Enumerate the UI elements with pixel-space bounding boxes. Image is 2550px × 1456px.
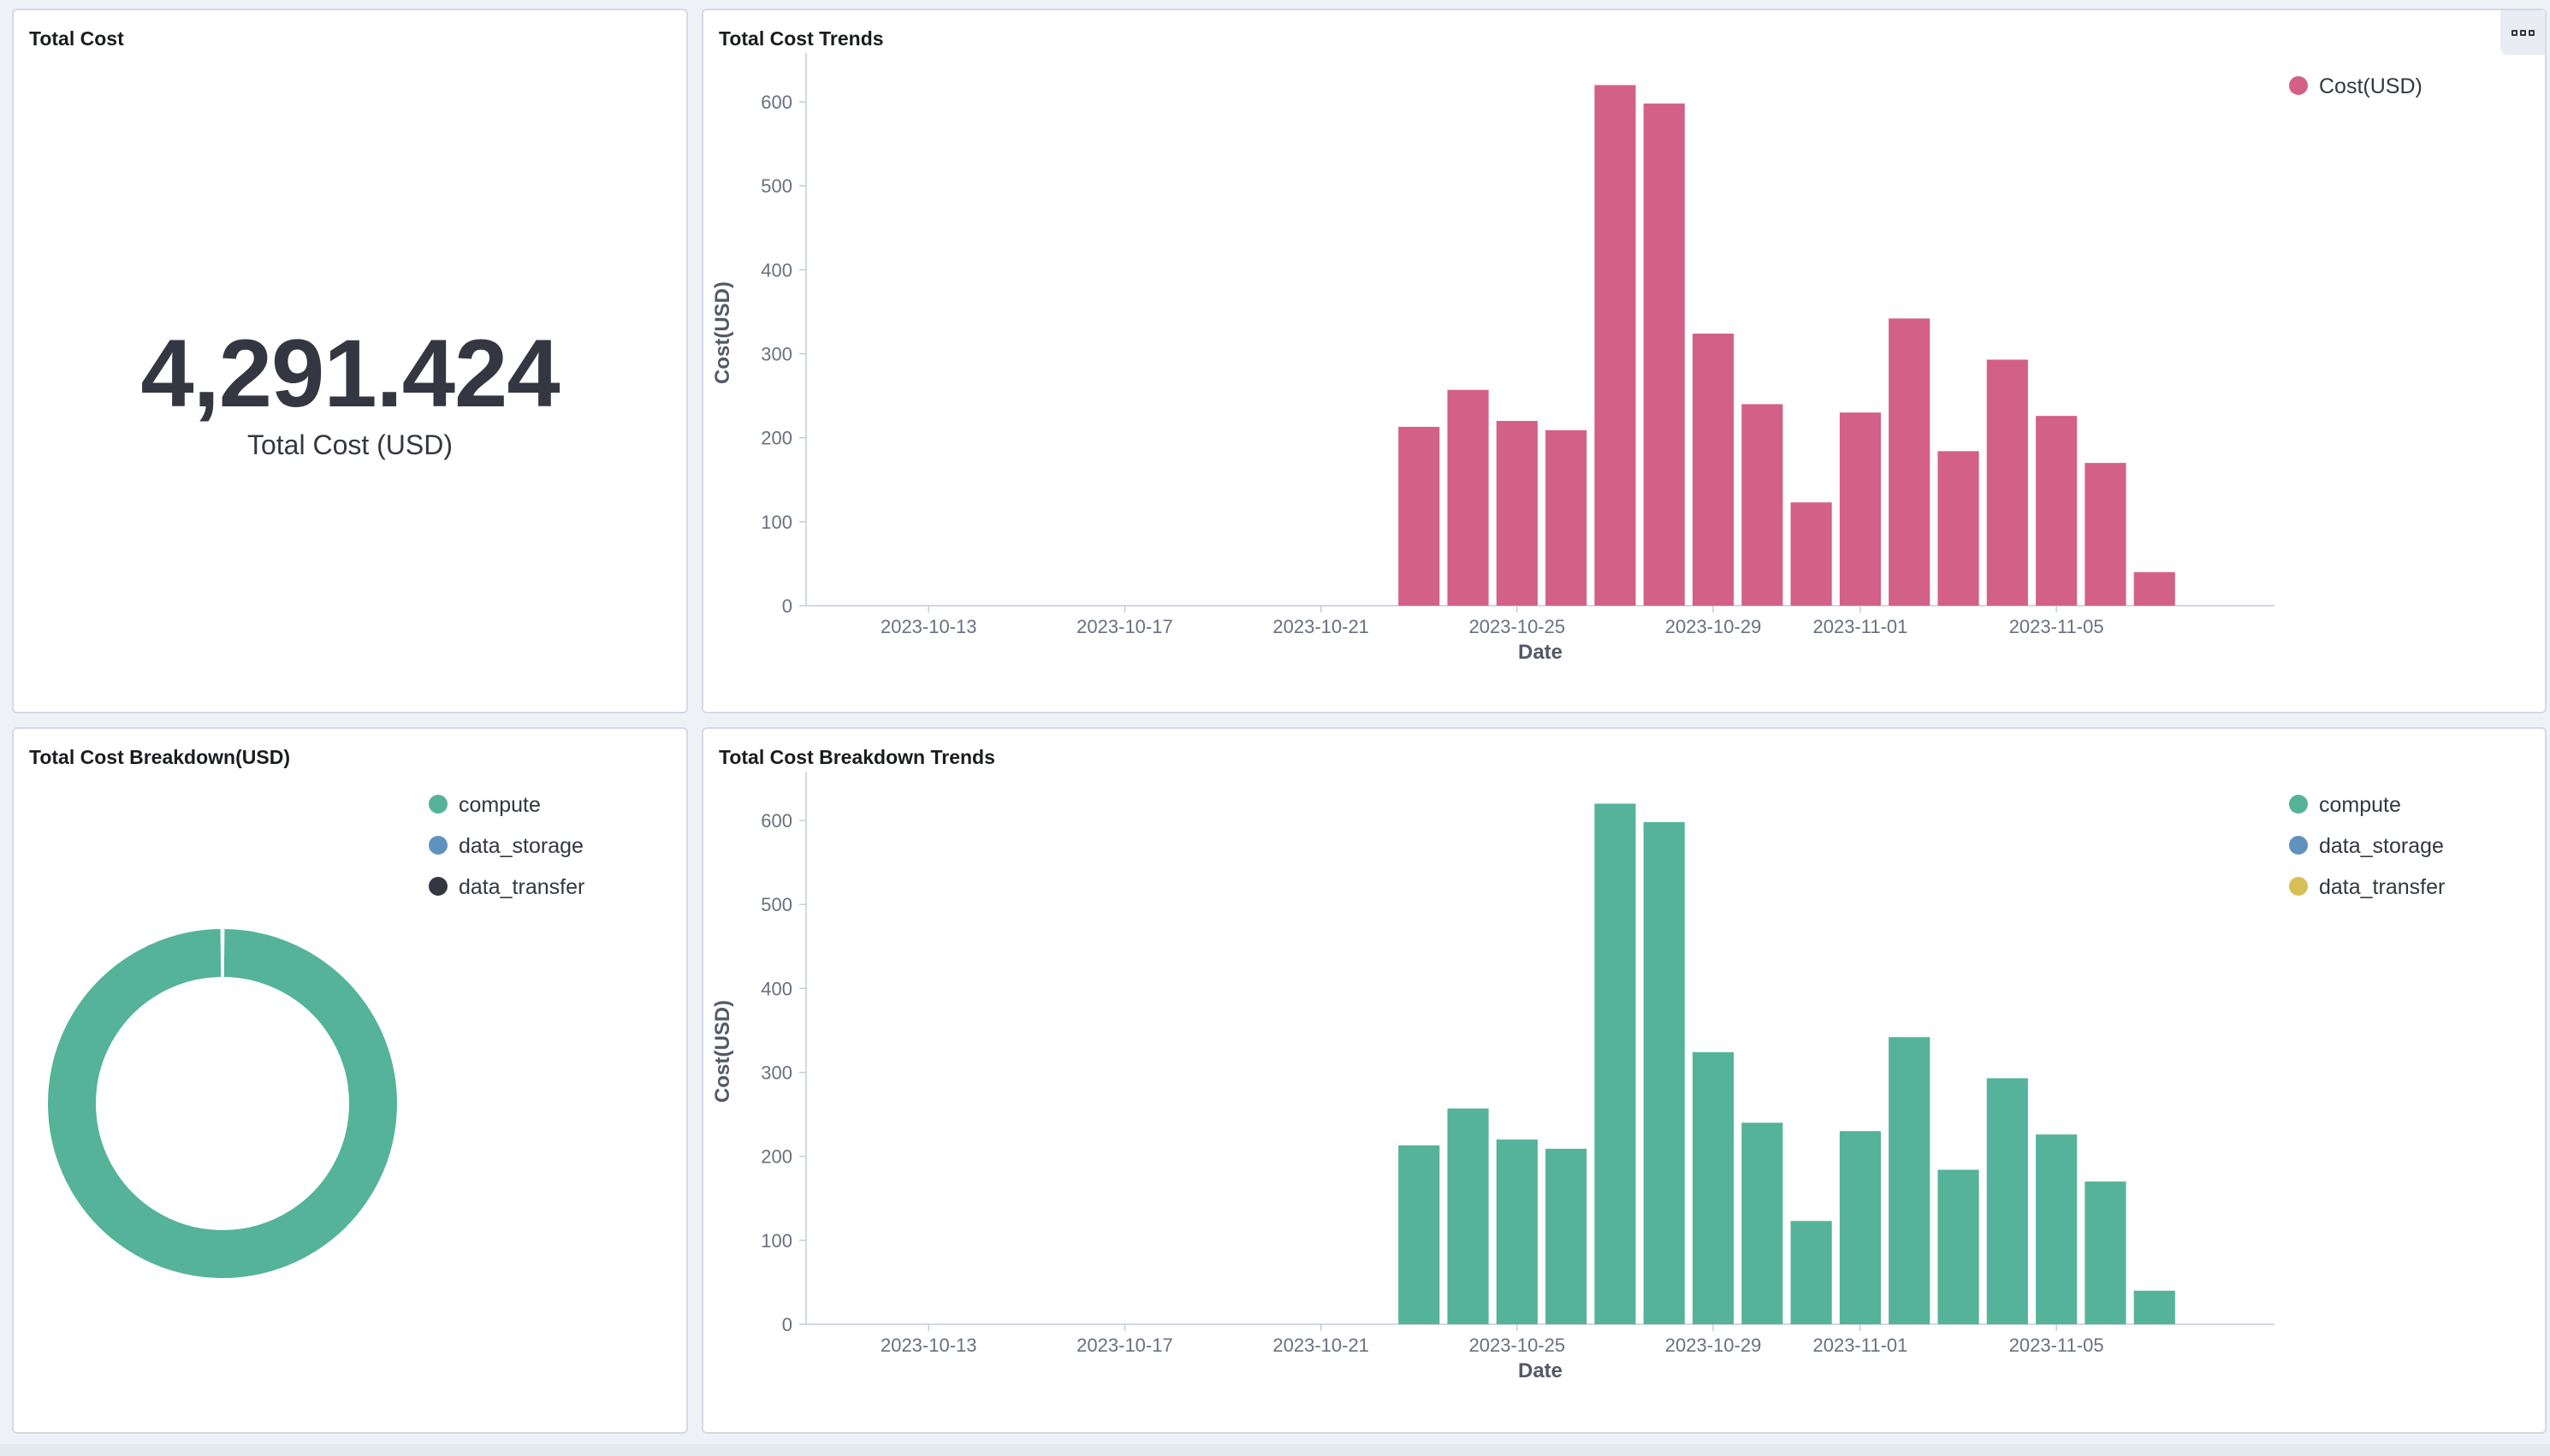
total-cost-panel: Total Cost 4,291.424 Total Cost (USD) bbox=[12, 9, 688, 713]
legend-label: compute bbox=[459, 793, 541, 817]
total-cost-value: 4,291.424 bbox=[140, 320, 560, 427]
bar bbox=[1594, 803, 1636, 1324]
bar bbox=[1986, 1078, 2028, 1324]
bar bbox=[1594, 85, 1636, 606]
legend-marker bbox=[2289, 76, 2308, 95]
legend-marker bbox=[429, 877, 448, 896]
y-tick-label: 500 bbox=[761, 175, 792, 197]
legend-marker bbox=[2289, 836, 2308, 855]
options-dot-icon bbox=[2519, 29, 2526, 36]
bar bbox=[1496, 421, 1538, 606]
x-tick-label: 2023-10-17 bbox=[1076, 616, 1173, 637]
bar bbox=[1790, 502, 1832, 606]
x-tick-label: 2023-10-25 bbox=[1469, 1335, 1566, 1356]
total-cost-label: Total Cost (USD) bbox=[246, 429, 454, 460]
legend-marker bbox=[429, 795, 448, 814]
y-tick-label: 500 bbox=[761, 894, 792, 915]
bar bbox=[1692, 1051, 1735, 1324]
legend-label: data_storage bbox=[2319, 834, 2444, 858]
options-dot-icon bbox=[2528, 29, 2535, 36]
y-tick-label: 0 bbox=[782, 595, 792, 617]
y-axis-title: Cost(USD) bbox=[711, 281, 734, 384]
legend-label: data_storage bbox=[459, 834, 584, 858]
legend-label: data_transfer bbox=[2319, 875, 2445, 899]
bar bbox=[1790, 1221, 1832, 1324]
y-tick-label: 600 bbox=[761, 92, 792, 113]
total-cost-breakdown-title: Total Cost Breakdown(USD) bbox=[29, 746, 290, 768]
bar bbox=[1545, 429, 1587, 606]
bar bbox=[1447, 1108, 1489, 1324]
bar bbox=[1692, 333, 1735, 606]
y-tick-label: 300 bbox=[761, 344, 792, 365]
panel-options-button[interactable] bbox=[2500, 10, 2545, 55]
total-cost-trends-chart: 0 100 200 300 400 500 600 2023-10-13 2023-10-17 2… bbox=[711, 53, 2422, 664]
y-tick-label: 100 bbox=[761, 512, 792, 533]
x-tick-label: 2023-10-29 bbox=[1665, 616, 1762, 637]
total-cost-breakdown-trends-chart: 0 100 200 300 400 500 600 2023-10-13 2023-10-17 2… bbox=[711, 772, 2445, 1382]
options-dot-icon bbox=[2511, 29, 2517, 36]
y-tick-label: 200 bbox=[761, 428, 792, 449]
bar bbox=[2084, 1181, 2126, 1324]
x-tick-label: 2023-10-21 bbox=[1272, 616, 1369, 637]
x-tick-label: 2023-10-25 bbox=[1469, 616, 1566, 637]
bar bbox=[1986, 359, 2028, 606]
legend-label: compute bbox=[2319, 793, 2401, 817]
bar bbox=[2133, 1290, 2175, 1324]
bar bbox=[2036, 416, 2078, 606]
x-axis-title: Date bbox=[1518, 641, 1563, 664]
x-tick-label: 2023-11-01 bbox=[1812, 616, 1907, 637]
x-tick-label: 2023-10-21 bbox=[1272, 1335, 1369, 1356]
bottom-scroll-strip bbox=[0, 1444, 2550, 1456]
total-cost-breakdown-trends-title: Total Cost Breakdown Trends bbox=[719, 746, 995, 768]
bar bbox=[1398, 426, 1440, 606]
bar bbox=[1643, 822, 1685, 1324]
total-cost-title: Total Cost bbox=[29, 27, 124, 50]
total-cost-trends-panel: Total Cost Trends 0 100 200 300 400 500 600 202… bbox=[702, 9, 2547, 713]
bar bbox=[2133, 571, 2175, 606]
bar bbox=[1937, 1169, 1979, 1324]
x-tick-label: 2023-11-05 bbox=[2009, 1335, 2104, 1356]
y-tick-label: 600 bbox=[761, 810, 792, 832]
bar bbox=[1643, 104, 1685, 607]
bar bbox=[1398, 1145, 1440, 1324]
y-tick-label: 200 bbox=[761, 1146, 792, 1168]
legend-label: data_transfer bbox=[459, 875, 584, 899]
legend-marker bbox=[2289, 877, 2308, 896]
donut-slice bbox=[48, 929, 397, 1278]
bar bbox=[2084, 463, 2126, 606]
y-tick-label: 0 bbox=[782, 1314, 792, 1335]
y-tick-label: 100 bbox=[761, 1230, 792, 1252]
legend-label: Cost(USD) bbox=[2319, 74, 2422, 98]
x-tick-label: 2023-10-13 bbox=[881, 1335, 977, 1356]
bar bbox=[1741, 404, 1783, 606]
total-cost-breakdown-panel: Total Cost Breakdown(USD) compute data_st… bbox=[12, 727, 688, 1434]
bar bbox=[1447, 389, 1489, 606]
bar bbox=[1937, 451, 1979, 606]
bar bbox=[1545, 1148, 1587, 1324]
x-tick-label: 2023-10-29 bbox=[1665, 1335, 1762, 1356]
y-tick-label: 300 bbox=[761, 1062, 792, 1084]
x-tick-label: 2023-10-13 bbox=[881, 616, 977, 637]
total-cost-breakdown-trends-panel: Total Cost Breakdown Trends 0 100 200 300 40… bbox=[702, 727, 2547, 1434]
bar bbox=[1741, 1122, 1783, 1324]
bar bbox=[1889, 1037, 1930, 1324]
bar bbox=[1839, 1131, 1882, 1324]
bar bbox=[1839, 412, 1882, 606]
x-tick-label: 2023-11-01 bbox=[1812, 1335, 1907, 1356]
x-axis-title: Date bbox=[1518, 1359, 1563, 1382]
y-tick-label: 400 bbox=[761, 259, 792, 281]
bar bbox=[1496, 1139, 1538, 1324]
x-tick-label: 2023-11-05 bbox=[2009, 616, 2104, 637]
legend-marker bbox=[429, 836, 448, 855]
y-tick-label: 400 bbox=[761, 978, 792, 999]
x-tick-label: 2023-10-17 bbox=[1076, 1335, 1173, 1356]
total-cost-trends-title: Total Cost Trends bbox=[719, 27, 884, 50]
bar bbox=[2036, 1134, 2078, 1324]
bar bbox=[1889, 318, 1930, 606]
y-axis-title: Cost(USD) bbox=[711, 1000, 734, 1103]
total-cost-breakdown-chart: compute data_storage data_transfer bbox=[48, 793, 584, 1278]
legend-marker bbox=[2289, 795, 2308, 814]
